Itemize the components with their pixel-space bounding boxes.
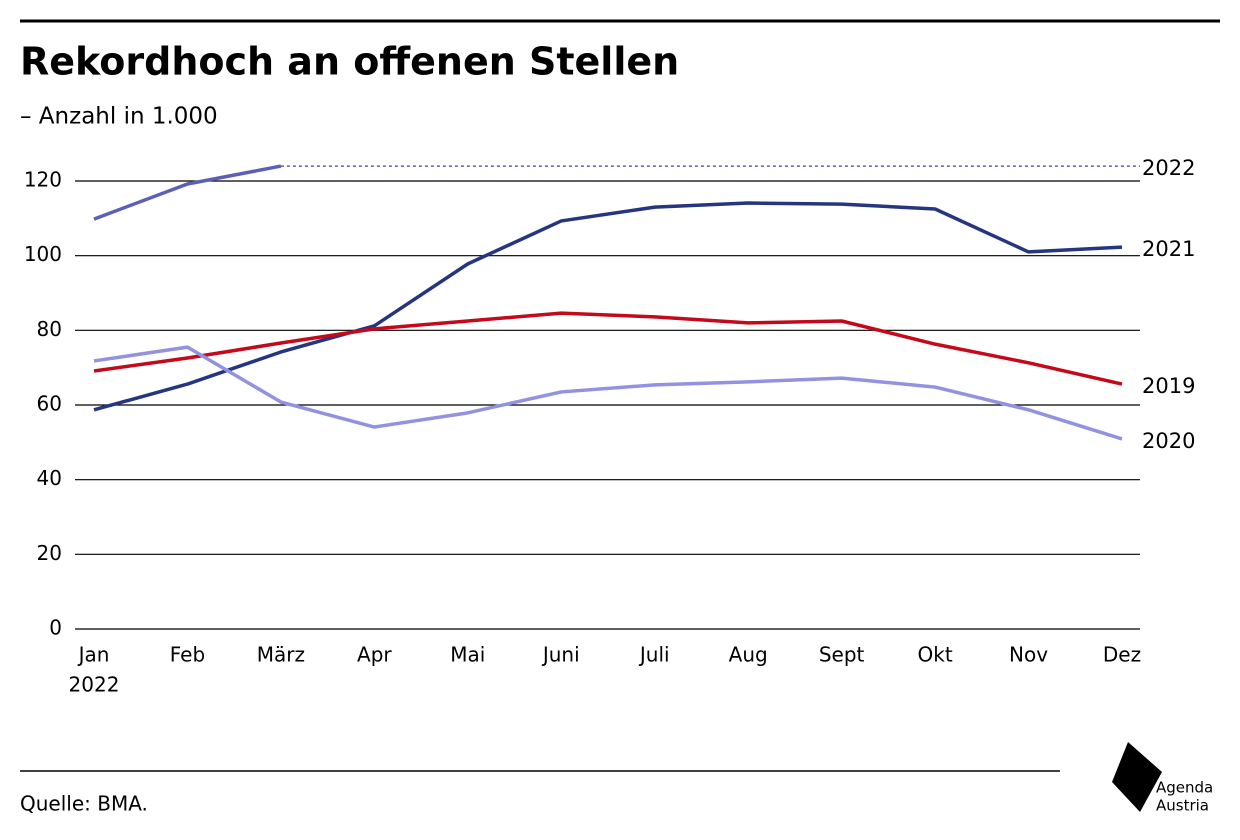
y-tick-label: 60	[37, 392, 62, 416]
line	[93, 201, 1123, 412]
y-tick-label: 80	[37, 317, 62, 341]
x-tick-label: Mai	[450, 643, 485, 667]
x-tick-label: Sept	[819, 643, 865, 667]
x-sublabel: 2022	[69, 673, 120, 697]
x-tick-label: Nov	[1009, 643, 1048, 667]
x-tick-label: Jan	[77, 643, 110, 667]
series-label: 2020	[1142, 429, 1195, 453]
series-label: 2022	[1142, 156, 1195, 180]
x-tick-label: Feb	[170, 643, 205, 667]
x-tick-label: Aug	[729, 643, 768, 667]
line	[93, 164, 282, 221]
y-tick-label: 40	[37, 466, 62, 490]
x-tick-label: Okt	[918, 643, 953, 667]
y-tick-label: 0	[49, 616, 62, 640]
logo-icon	[1112, 742, 1162, 812]
chart-title: Rekordhoch an offenen Stellen	[20, 40, 679, 84]
line	[93, 345, 1123, 441]
x-tick-label: März	[257, 643, 305, 667]
x-tick-label: Juni	[541, 643, 580, 667]
series-label: 2019	[1142, 374, 1195, 398]
x-tick-label: Apr	[357, 643, 392, 667]
series-label: 2021	[1142, 237, 1195, 261]
y-tick-label: 100	[24, 242, 62, 266]
x-tick-label: Dez	[1103, 643, 1141, 667]
x-tick-label: Juli	[638, 643, 670, 667]
line	[93, 311, 1123, 386]
source: Quelle: BMA.	[20, 792, 148, 816]
logo-text: Agenda	[1156, 779, 1213, 797]
y-tick-label: 20	[37, 541, 62, 565]
y-tick-label: 120	[24, 168, 62, 192]
logo-text: Austria	[1156, 797, 1209, 815]
chart-subtitle: – Anzahl in 1.000	[20, 104, 218, 130]
